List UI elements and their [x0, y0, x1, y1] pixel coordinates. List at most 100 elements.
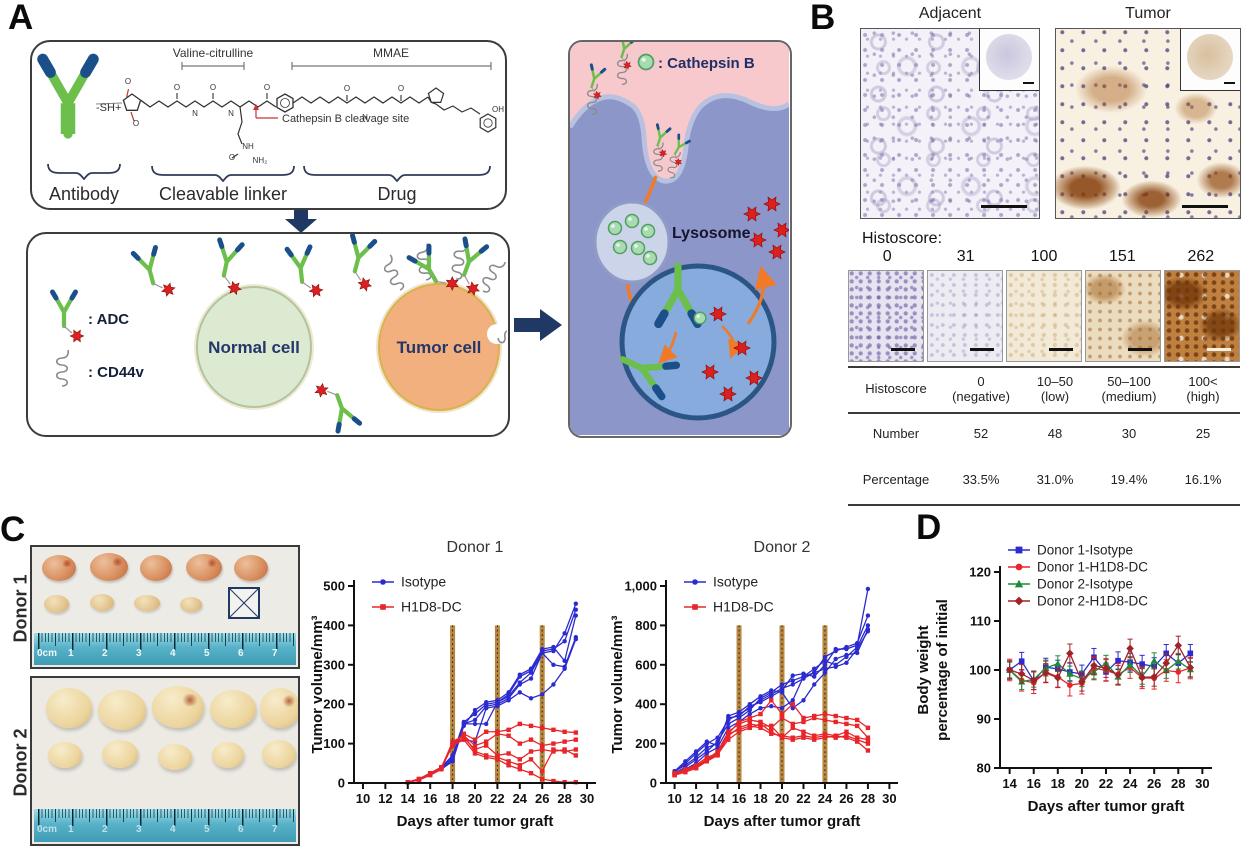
- x-tick-label: 14: [401, 791, 416, 806]
- tumor-cell-notch: [487, 324, 507, 344]
- table-header-row: Histoscore 0 (negative) 10–50 (low) 50–100…: [848, 366, 1240, 411]
- y-axis-label: percentage of initial: [934, 599, 951, 741]
- dose-day-marker: [450, 625, 456, 783]
- atom-label: O: [398, 84, 404, 93]
- x-tick-label: 24: [513, 791, 528, 806]
- mechanism-box: : Cathepsin B Lysosome: [568, 40, 792, 438]
- ruler-mark: 5: [204, 824, 210, 835]
- data-series: [407, 636, 577, 783]
- x-tick-label: 16: [732, 791, 746, 806]
- cells-box: : ADC : CD44v Normal cell Tumor cell: [26, 232, 510, 437]
- right-arrow-icon: [514, 309, 562, 341]
- histoscore-values: 0 31 100 151 262: [848, 248, 1240, 266]
- y-tick-label: 400: [323, 618, 345, 633]
- x-tick-label: 22: [796, 791, 810, 806]
- histoscore-value: 151: [1109, 248, 1136, 265]
- atom-label: O: [125, 77, 131, 86]
- linker-brace-label: Cleavable linker: [159, 184, 287, 204]
- donor2-photo: 0cm 1 2 3 4 5 6 7: [30, 676, 300, 846]
- y-axis-label: Body weight: [915, 625, 932, 714]
- tumor-specimen: [140, 555, 172, 581]
- panel-c-label: C: [0, 510, 26, 549]
- panel-d-label: D: [916, 508, 942, 547]
- x-tick-label: 20: [468, 791, 482, 806]
- table-row: Percentage 33.5% 31.0% 19.4% 16.1%: [862, 471, 1222, 487]
- atom-label: NH₂: [253, 156, 268, 165]
- x-tick-label: 30: [580, 791, 594, 806]
- y-tick-label: 0: [338, 776, 345, 791]
- endosome: [619, 263, 777, 421]
- x-tick-label: 18: [1051, 776, 1065, 791]
- cells-drawing: : ADC : CD44v Normal cell Tumor cell: [28, 234, 507, 434]
- x-tick-label: 28: [861, 791, 875, 806]
- tumor-specimen: [158, 744, 192, 770]
- tumor-inset-image: [1180, 29, 1240, 91]
- y-tick-label: 500: [323, 579, 345, 594]
- mechanism-drawing: : Cathepsin B Lysosome: [570, 42, 789, 435]
- legend-label: Isotype: [713, 574, 758, 590]
- x-tick-label: 12: [378, 791, 392, 806]
- x-tick-label: 18: [445, 791, 459, 806]
- histoscore-image: [1085, 270, 1161, 362]
- y-axis-label: Tumor volume/mm³: [610, 615, 626, 753]
- histoscore-strip: [848, 270, 1240, 362]
- ruler-mark: 2: [102, 824, 108, 835]
- y-tick-label: 400: [635, 697, 657, 712]
- data-series: [407, 736, 577, 783]
- tumor-specimen: [98, 690, 146, 730]
- panel-a-label: A: [8, 0, 34, 37]
- dose-day-marker: [736, 625, 742, 783]
- donor1-row-label: Donor 1: [10, 574, 31, 643]
- tumor-specimen: [262, 740, 296, 768]
- y-tick-label: 120: [969, 565, 991, 580]
- donor1-chart: 0 100 200 300 400 500 10 12 14 16 18 20 22 24 26 28 30 Do…: [309, 530, 610, 848]
- tumor-specimen: [234, 555, 268, 581]
- tumor-ihc-image: [1055, 28, 1241, 219]
- cleavage-arrow-icon: [255, 108, 278, 119]
- tumor-title: Tumor: [1125, 5, 1171, 22]
- dose-day-marker: [822, 625, 828, 783]
- tumor-specimen: [90, 553, 128, 581]
- down-arrow-icon: [285, 210, 317, 233]
- cd44v-legend-icon: [55, 349, 70, 387]
- chart-title: Donor 1: [447, 539, 504, 556]
- linker-brace: [151, 165, 295, 183]
- histoscore-image: [1164, 270, 1240, 362]
- ruler-mark: 7: [272, 648, 278, 659]
- x-tick-label: 14: [1002, 776, 1017, 791]
- x-axis-label: Days after tumor graft: [704, 813, 861, 830]
- x-tick-label: 14: [710, 791, 725, 806]
- ruler-mark: 4: [170, 648, 176, 659]
- antibody-brace-label: Antibody: [49, 184, 119, 204]
- tumor-specimen: [212, 742, 244, 768]
- drug-brace: [303, 165, 491, 183]
- y-tick-label: 90: [977, 712, 991, 727]
- cd44v-receptor-icon: [477, 255, 507, 295]
- antibody-icon: [43, 59, 94, 134]
- x-tick-label: 20: [1075, 776, 1089, 791]
- atom-label: N: [192, 109, 198, 118]
- x-tick-label: 26: [1147, 776, 1161, 791]
- x-axis-label: Days after tumor graft: [1028, 798, 1185, 815]
- antibody-brace: [47, 163, 121, 181]
- histoscore-table: Histoscore 0 (negative) 10–50 (low) 50–100…: [848, 366, 1240, 506]
- cathepsin-legend-icon: [637, 53, 655, 71]
- atom-label: O: [229, 153, 235, 162]
- x-tick-label: 30: [1195, 776, 1209, 791]
- y-tick-label: 600: [635, 657, 657, 672]
- tumor-specimen: [44, 595, 69, 613]
- y-tick-label: 1,000: [624, 579, 657, 594]
- adc-molecule-icon: [287, 246, 323, 299]
- y-axis-label: Tumor volume/mm³: [310, 615, 326, 753]
- tumor-specimen: [46, 688, 92, 728]
- atom-label: N: [228, 109, 234, 118]
- tumor-specimen: [90, 594, 114, 611]
- sh-label: -SH+: [96, 102, 121, 114]
- release-arrow-icon: [746, 265, 777, 325]
- ruler-mark: 3: [136, 648, 142, 659]
- legend-label: H1D8-DC: [713, 599, 774, 615]
- cell-membrane-edge: [570, 93, 789, 184]
- y-tick-label: 100: [323, 736, 345, 751]
- adc-legend-label: : ADC: [88, 311, 129, 328]
- mmae-label: MMAE: [373, 46, 409, 60]
